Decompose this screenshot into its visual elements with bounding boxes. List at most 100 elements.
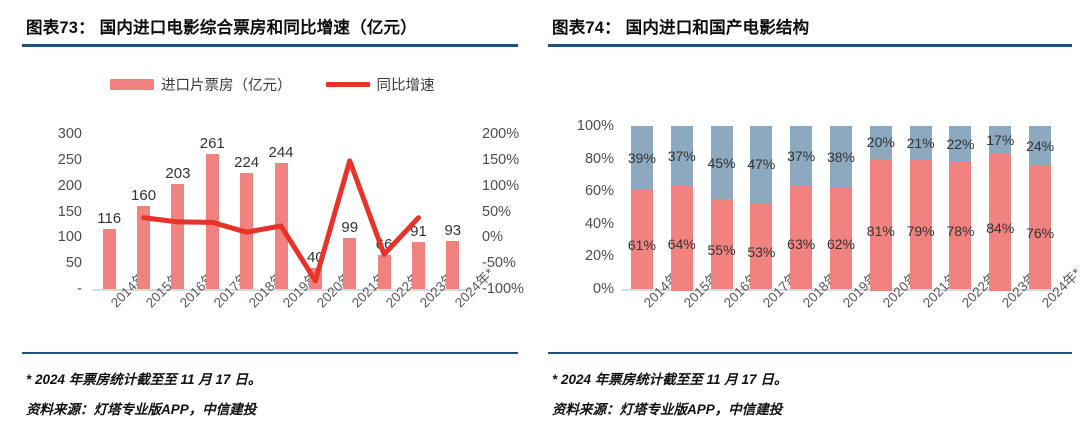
- y-axis-tick: 60%: [584, 183, 614, 200]
- y-axis-tick: 80%: [584, 150, 614, 167]
- bar-value-label: 91: [410, 222, 427, 240]
- legend-label-boxoffice: 进口片票房（亿元）: [161, 78, 292, 94]
- bar-2024年*: [446, 240, 460, 289]
- y-axis-tick-right: -100%: [482, 281, 524, 297]
- segment-imported: [830, 126, 852, 188]
- segment-imported: [869, 126, 892, 159]
- x-axis-line: [92, 289, 470, 291]
- segment-label-imported: 24%: [1026, 137, 1055, 154]
- y-axis-tick: 100%: [576, 118, 614, 134]
- stacked-bar-2015年: [670, 126, 693, 291]
- segment-label-domestic: 61%: [627, 237, 656, 254]
- y-axis-tick-left: 200: [57, 177, 82, 194]
- segment-label-domestic: 63%: [787, 235, 816, 252]
- figure-74-source: 资料来源：灯塔专业版APP，中信建投: [552, 402, 783, 417]
- segment-imported: [750, 126, 773, 203]
- bar-value-label: 203: [165, 165, 191, 183]
- figure-73-legend: 进口片票房（亿元） 同比增速: [110, 74, 435, 95]
- y-axis-tick-left: 50: [65, 255, 82, 272]
- legend-item-growth: 同比增速: [325, 74, 435, 95]
- bar-value-label: 160: [131, 187, 157, 205]
- bar-2014年: [102, 229, 116, 289]
- figure-74-panel: 图表74： 国内进口和国产电影结构 国产片 进口片 100%80%60%40%2…: [540, 0, 1080, 435]
- y-axis-tick-right: 150%: [482, 151, 520, 168]
- figure-74-plot: 100% 80% 60% 40% 20% 0% 39% 61% 2014年 37% 64% 2015年…: [570, 112, 1080, 327]
- segment-label-imported: 21%: [906, 135, 935, 152]
- legend-label-growth: 同比增速: [376, 78, 435, 94]
- segment-label-imported: 45%: [707, 154, 736, 171]
- segment-domestic: [1029, 165, 1052, 289]
- y-axis-tick-left: -: [77, 281, 82, 297]
- y-axis-tick-right: 100%: [482, 177, 520, 194]
- figure-73-plot: 300 250 200 150 100 50 - 200% 150% 100% 50% 0% -50% -…: [26, 112, 526, 327]
- y-axis-tick-left: 300: [57, 126, 82, 142]
- stacked-bar-2023年: [989, 126, 1012, 291]
- segment-label-imported: 38%: [826, 148, 856, 165]
- y-axis-tick-left: 250: [57, 151, 82, 168]
- figure-73-footnote: * 2024 年票房统计截至至 11 月 17 日。: [26, 372, 262, 387]
- segment-label-imported: 37%: [787, 148, 816, 165]
- figure-73-source: 资料来源：灯塔专业版APP，中信建投: [26, 402, 257, 417]
- segment-label-imported: 20%: [866, 134, 895, 151]
- y-axis-tick-left: 150: [57, 203, 82, 220]
- segment-domestic: [909, 160, 932, 289]
- segment-domestic: [750, 202, 773, 289]
- segment-imported: [790, 126, 813, 187]
- segment-label-domestic: 76%: [1026, 225, 1055, 242]
- y-axis-tick-right: 50%: [482, 203, 512, 220]
- segment-domestic: [710, 199, 733, 289]
- segment-imported: [949, 126, 972, 162]
- y-axis-tick-left: 100: [57, 229, 82, 246]
- figure-73-footer-rule: [22, 352, 518, 354]
- figure-73-title-rule: [22, 44, 518, 47]
- legend-item-boxoffice: 进口片票房（亿元）: [110, 74, 292, 95]
- segment-imported: [909, 126, 932, 161]
- segment-label-imported: 39%: [627, 149, 656, 166]
- bar-value-label: 224: [234, 154, 260, 172]
- x-axis-line: [622, 289, 1060, 291]
- segment-label-imported: 17%: [986, 131, 1015, 148]
- bar-value-label: 244: [268, 143, 294, 161]
- line-swatch-icon: [325, 82, 370, 87]
- segment-domestic: [630, 189, 653, 289]
- segment-domestic: [949, 161, 972, 289]
- y-axis-tick-right: -50%: [482, 255, 516, 272]
- y-axis-tick: 20%: [584, 248, 614, 265]
- segment-domestic: [989, 153, 1012, 291]
- y-axis-tick: 40%: [584, 215, 614, 232]
- bar-2016年: [171, 184, 185, 289]
- figure-74-title: 图表74： 国内进口和国产电影结构: [552, 19, 810, 37]
- stacked-bar-2020年: [869, 126, 892, 291]
- segment-label-imported: 47%: [747, 156, 776, 173]
- bar-2023年: [411, 241, 425, 289]
- y-axis-tick-right: 200%: [482, 126, 520, 142]
- segment-domestic: [830, 187, 852, 289]
- segment-label-domestic: 55%: [707, 242, 736, 259]
- figure-74-title-rule: [548, 44, 1072, 47]
- stacked-bar-2014年: [630, 126, 653, 289]
- stacked-bar-2021年: [909, 126, 932, 289]
- figure-74-footer-rule: [548, 352, 1072, 354]
- segment-label-domestic: 81%: [866, 222, 895, 239]
- segment-imported: [1029, 126, 1052, 166]
- figure-73-title: 图表73： 国内进口电影综合票房和同比增速（亿元）: [26, 19, 417, 37]
- growth-rate-line: [141, 158, 421, 284]
- bar-value-label: 261: [199, 135, 225, 153]
- segment-label-domestic: 53%: [747, 243, 776, 260]
- segment-domestic: [670, 186, 693, 291]
- segment-imported: [670, 126, 693, 187]
- bar-value-label: 99: [341, 218, 359, 236]
- stacked-bar-2022年: [949, 126, 972, 289]
- bar-2021年: [343, 237, 357, 289]
- segment-imported: [630, 126, 653, 190]
- bar-swatch-icon: [110, 79, 154, 90]
- bar-value-label: 116: [97, 210, 122, 228]
- segment-label-domestic: 64%: [667, 236, 696, 253]
- stacked-bar-2016年: [710, 126, 733, 289]
- y-axis-tick-right: 0%: [482, 229, 503, 246]
- figure-73-panel: 图表73： 国内进口电影综合票房和同比增速（亿元） 进口片票房（亿元） 同比增速…: [22, 19, 526, 417]
- segment-domestic: [790, 186, 813, 289]
- segment-label-imported: 37%: [667, 148, 696, 165]
- stacked-bar-2024年*: [1029, 126, 1052, 289]
